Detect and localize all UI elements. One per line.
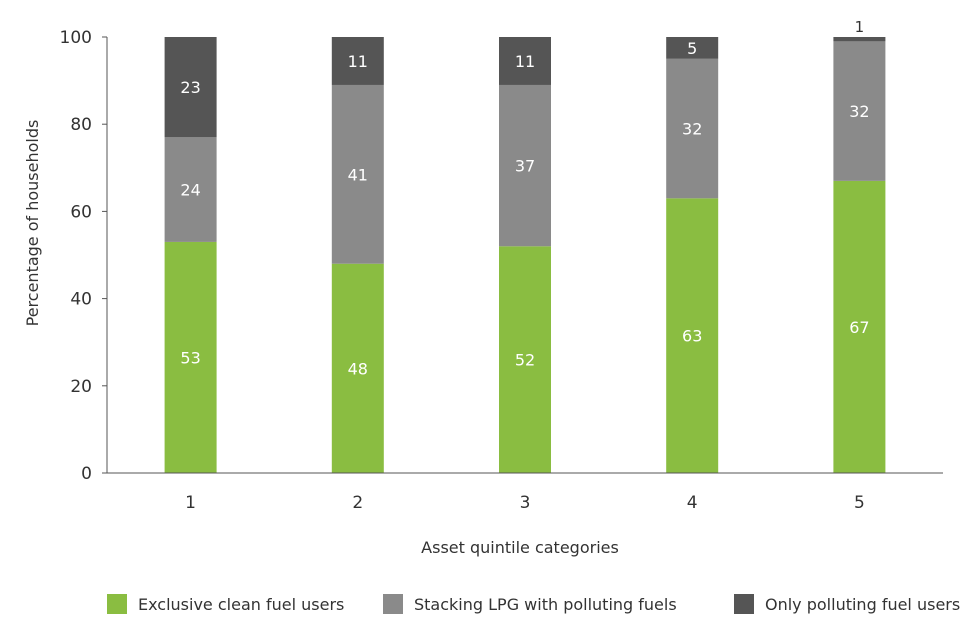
bar-segment-1 — [833, 180, 886, 473]
bars-group — [164, 37, 886, 473]
data-label: 63 — [682, 327, 702, 346]
data-label: 23 — [180, 78, 200, 97]
data-label: 41 — [348, 165, 368, 184]
legend-swatch — [107, 594, 127, 614]
y-tick-label: 20 — [70, 377, 92, 397]
data-label: 37 — [515, 157, 535, 176]
legend-swatch — [734, 594, 754, 614]
data-label: 48 — [348, 359, 368, 378]
bar-segment-1 — [499, 246, 551, 473]
bar-segment-1 — [666, 198, 719, 473]
x-tick-label: 1 — [185, 493, 196, 513]
data-label: 5 — [687, 39, 697, 58]
data-label: 1 — [855, 18, 865, 36]
y-axis-title: Percentage of households — [23, 120, 42, 327]
x-ticks-group: 1 2 3 4 5 — [185, 493, 865, 513]
y-tick-label: 80 — [70, 115, 92, 135]
y-tick-label: 40 — [70, 290, 92, 310]
y-tick-label: 60 — [70, 202, 92, 222]
x-tick-label: 2 — [352, 493, 363, 513]
data-label: 32 — [849, 102, 869, 121]
x-tick-label: 5 — [854, 493, 865, 513]
bar-segment-1 — [164, 241, 217, 473]
data-label: 53 — [180, 348, 200, 367]
data-labels-group: 53 24 23 48 41 11 52 37 11 63 32 5 67 32 1 — [180, 18, 869, 378]
bar-segment-3 — [164, 37, 217, 138]
bar-segment-2 — [666, 58, 719, 199]
legend-item: Only polluting fuel users — [734, 592, 960, 616]
legend-label: Only polluting fuel users — [765, 594, 961, 614]
x-tick-label: 4 — [687, 493, 698, 513]
legend-label: Stacking LPG with polluting fuels — [414, 594, 677, 614]
bar-segment-3 — [499, 37, 551, 85]
data-label: 11 — [348, 52, 368, 71]
y-tick-label: 0 — [81, 464, 92, 484]
bar-segment-2 — [331, 84, 384, 264]
bar-segment-3 — [833, 37, 886, 42]
legend: Exclusive clean fuel users Stacking LPG w… — [107, 592, 977, 616]
data-label: 67 — [849, 318, 869, 337]
legend-item: Exclusive clean fuel users — [107, 592, 344, 616]
legend-label: Exclusive clean fuel users — [138, 594, 345, 614]
data-label: 11 — [515, 52, 535, 71]
data-label: 24 — [180, 181, 200, 200]
y-tick-label: 100 — [60, 28, 92, 48]
legend-swatch — [383, 594, 403, 614]
data-label: 52 — [515, 351, 535, 370]
legend-item: Stacking LPG with polluting fuels — [383, 592, 677, 616]
bar-segment-2 — [833, 41, 886, 181]
bar-segment-2 — [164, 137, 217, 242]
y-ticks-group: 0 20 40 60 80 100 — [60, 28, 107, 484]
x-tick-label: 3 — [520, 493, 531, 513]
bar-segment-3 — [331, 37, 384, 85]
bar-segment-2 — [499, 84, 551, 247]
bar-segment-1 — [331, 263, 384, 473]
data-label: 32 — [682, 120, 702, 139]
x-axis-title: Asset quintile categories — [421, 538, 619, 557]
bar-segment-3 — [666, 37, 719, 59]
